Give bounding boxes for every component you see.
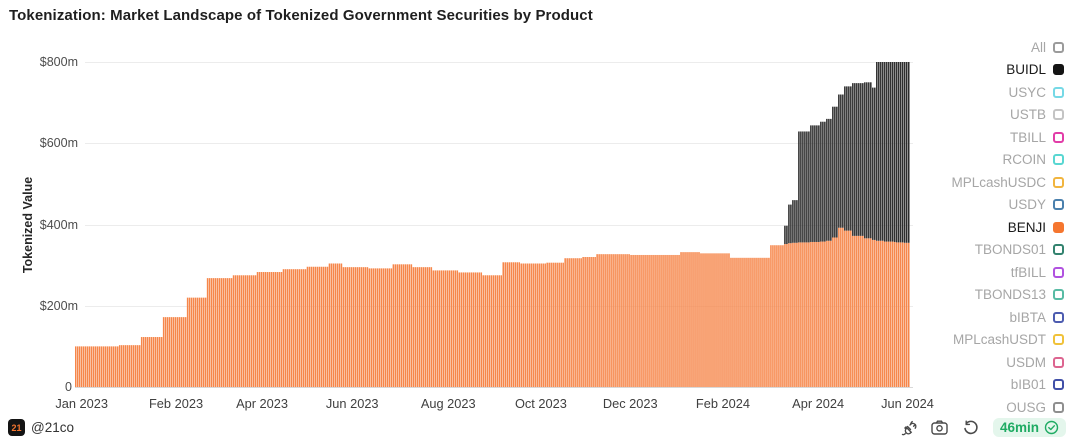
legend-item-usdm[interactable]: USDM <box>884 351 1064 374</box>
legend-checkbox-icon[interactable] <box>1053 221 1064 233</box>
legend-label: MPLcashUSDT <box>952 332 1046 348</box>
legend-label: BENJI <box>1007 219 1046 235</box>
gridline <box>85 143 913 145</box>
stacked-bars[interactable] <box>75 46 910 388</box>
legend-label: All <box>1030 39 1046 55</box>
legend-item-rcoin[interactable]: RCOIN <box>884 149 1064 172</box>
legend-item-ousg[interactable]: OUSG <box>884 396 1064 419</box>
x-tick-label: Aug 2023 <box>420 396 476 411</box>
legend-item-ustb[interactable]: USTB <box>884 104 1064 127</box>
x-tick-label: Apr 2023 <box>236 396 288 411</box>
legend-item-usdy[interactable]: USDY <box>884 194 1064 217</box>
legend-item-mplcashusdt[interactable]: MPLcashUSDT <box>884 329 1064 352</box>
x-tick-label: Feb 2024 <box>695 396 750 411</box>
legend-checkbox-icon[interactable] <box>1053 199 1064 211</box>
legend-label: tfBILL <box>1010 264 1046 280</box>
legend-item-tfbill[interactable]: tfBILL <box>884 261 1064 284</box>
brand-handle: @21co <box>31 420 74 435</box>
check-badge-icon <box>1044 420 1059 435</box>
legend-checkbox-icon[interactable] <box>1053 86 1064 98</box>
legend-item-mplcashusdc[interactable]: MPLcashUSDC <box>884 171 1064 194</box>
legend-checkbox-icon[interactable] <box>1053 131 1064 143</box>
legend-item-usyc[interactable]: USYC <box>884 81 1064 104</box>
legend-label: MPLcashUSDC <box>951 174 1046 190</box>
x-axis-labels: Jan 2023 Feb 2023 Apr 2023 Jun 2023 Aug 2023… <box>55 396 933 414</box>
legend-checkbox-icon[interactable] <box>1053 266 1064 278</box>
legend-label: USDM <box>1006 354 1046 370</box>
x-tick-label: Jan 2023 <box>55 396 108 411</box>
series-legend: All BUIDL USYC USTB TBILL RCOIN MPLcashUSDC USD… <box>884 36 1064 419</box>
y-tick-label: $200m <box>39 298 78 313</box>
legend-checkbox-icon[interactable] <box>1053 109 1064 121</box>
legend-label: USTB <box>1009 107 1046 123</box>
legend-checkbox-icon[interactable] <box>1053 64 1064 76</box>
legend-checkbox-icon[interactable] <box>1053 244 1064 256</box>
chart-toolbar: 46min <box>900 418 1066 437</box>
legend-checkbox-icon[interactable] <box>1053 176 1064 188</box>
y-axis-title: Tokenized Value <box>21 176 35 274</box>
legend-label: RCOIN <box>1002 152 1047 168</box>
x-axis-line <box>75 387 913 388</box>
legend-item-buidl[interactable]: BUIDL <box>884 59 1064 82</box>
brand-logo-icon: 21 <box>8 419 25 436</box>
legend-checkbox-icon[interactable] <box>1053 334 1064 346</box>
legend-label: USDY <box>1008 197 1046 213</box>
legend-item-bibta[interactable]: bIBTA <box>884 306 1064 329</box>
legend-checkbox-icon[interactable] <box>1053 41 1064 53</box>
legend-checkbox-icon[interactable] <box>1053 289 1064 301</box>
gridline <box>85 224 913 226</box>
legend-checkbox-icon[interactable] <box>1053 379 1064 391</box>
legend-item-tbonds13[interactable]: TBONDS13 <box>884 284 1064 307</box>
legend-item-bib01[interactable]: bIB01 <box>884 374 1064 397</box>
x-tick-label: Jun 2024 <box>881 396 934 411</box>
legend-label: bIB01 <box>1010 377 1046 393</box>
legend-item-tbonds01[interactable]: TBONDS01 <box>884 239 1064 262</box>
legend-checkbox-icon[interactable] <box>1053 154 1064 166</box>
data-freshness-badge[interactable]: 46min <box>992 418 1066 437</box>
y-tick-label: $800m <box>39 55 78 69</box>
y-tick-label: 0 <box>65 380 72 394</box>
camera-icon[interactable] <box>931 419 949 437</box>
legend-item-all[interactable]: All <box>884 36 1064 59</box>
page-title: Tokenization: Market Landscape of Tokeni… <box>9 7 593 24</box>
plot-area[interactable] <box>75 46 910 388</box>
legend-checkbox-icon[interactable] <box>1053 311 1064 323</box>
gridline <box>85 62 913 63</box>
x-tick-label: Feb 2023 <box>148 396 204 411</box>
reset-icon[interactable] <box>962 419 980 437</box>
x-tick-label: Apr 2024 <box>792 396 845 411</box>
legend-item-tbill[interactable]: TBILL <box>884 126 1064 149</box>
freshness-label: 46min <box>999 420 1039 435</box>
legend-checkbox-icon[interactable] <box>1053 401 1064 413</box>
legend-label: bIBTA <box>1009 309 1046 325</box>
legend-label: BUIDL <box>1006 62 1046 78</box>
x-tick-label: Jun 2023 <box>325 396 379 411</box>
legend-label: TBILL <box>1009 129 1046 145</box>
y-tick-label: $600m <box>39 136 78 151</box>
legend-label: TBONDS13 <box>974 287 1046 303</box>
legend-label: OUSG <box>1006 399 1046 415</box>
x-tick-label: Oct 2023 <box>514 396 567 411</box>
legend-label: TBONDS01 <box>974 242 1046 258</box>
legend-label: USYC <box>1008 84 1046 100</box>
legend-checkbox-icon[interactable] <box>1053 356 1064 368</box>
plug-icon[interactable] <box>900 419 918 437</box>
legend-item-benji[interactable]: BENJI <box>884 216 1064 239</box>
brand-watermark: 21 @21co <box>8 419 74 436</box>
x-tick-label: Dec 2023 <box>602 396 658 411</box>
y-tick-label: $400m <box>39 217 78 232</box>
